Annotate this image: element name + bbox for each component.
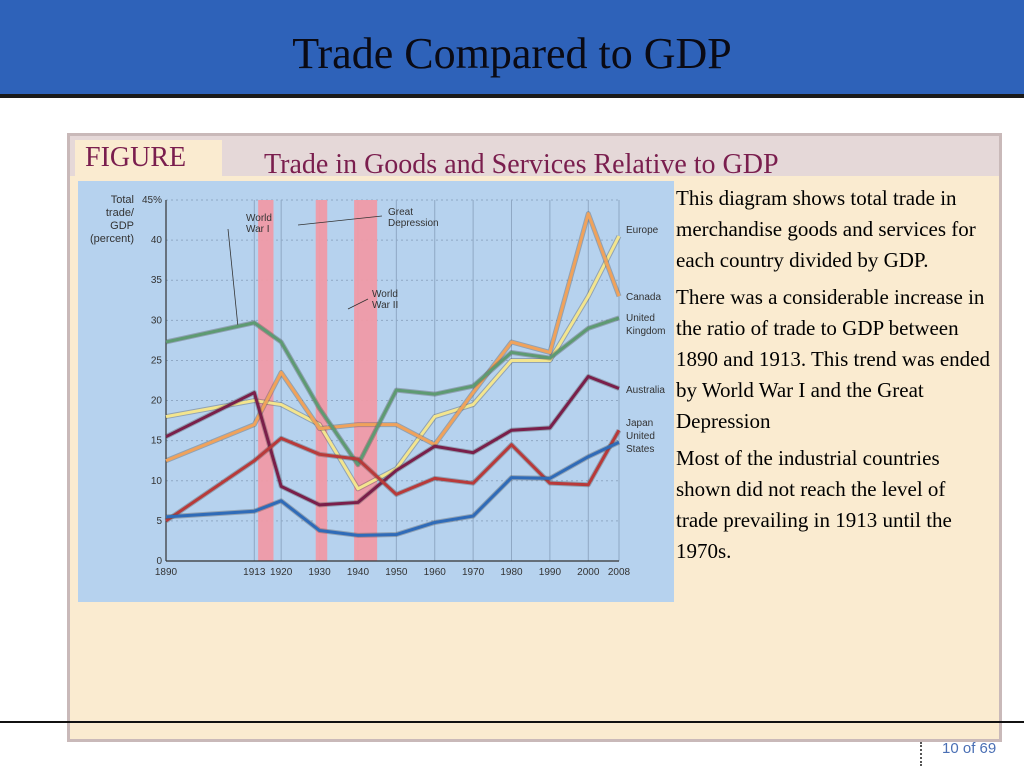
x-tick-label: 1990 [539, 567, 562, 578]
bottom-rule [0, 721, 1024, 723]
chart-area: 0 5 10 15 20 25 30 35 40 45% 1890 1913 1920 1930 1940 1… [78, 181, 674, 602]
series-line-australia [165, 374, 620, 507]
series-label-australia: Australia [626, 385, 665, 396]
y-tick-label: 15 [151, 436, 163, 447]
paragraph-1: This diagram shows total trade in mercha… [676, 186, 976, 272]
series-line-united-states [165, 440, 620, 537]
event-band-1 [258, 200, 274, 561]
event-band-3 [354, 200, 378, 561]
series-line-japan [165, 429, 621, 523]
x-tick-label: 2000 [577, 567, 600, 578]
y-tick-label: 5 [156, 516, 162, 527]
series-label-europe: Europe [626, 225, 659, 236]
series-line-united-kingdom [165, 316, 620, 467]
x-tick-label: 1950 [385, 567, 408, 578]
description-text: This diagram shows total trade in mercha… [676, 183, 992, 573]
pager-separator [920, 742, 922, 766]
series-line-europe [165, 235, 621, 491]
plot-area [166, 200, 619, 561]
series-label-canada: Canada [626, 292, 661, 303]
paragraph-2: There was a considerable increase in the… [676, 285, 990, 433]
y-tick-label: 30 [151, 315, 163, 326]
figure-header [70, 136, 999, 176]
series-label-united-states: United States [626, 431, 655, 455]
page-indicator: 10 of 69 [942, 740, 997, 757]
x-tick-label: 1920 [270, 567, 293, 578]
y-axis-label: Total trade/GDP (percent) [90, 194, 135, 245]
x-tick-label: 1940 [347, 567, 370, 578]
x-tick-label: 1890 [155, 567, 178, 578]
y-tick-label: 35 [151, 275, 163, 286]
annotation-leader-1 [227, 228, 239, 328]
annotation-leader-2 [297, 215, 383, 226]
y-tick-label: 45% [142, 195, 162, 206]
series-label-united-kingdom: United Kingdom [626, 313, 665, 337]
series-label-japan: Japan [626, 418, 653, 429]
y-tick-label: 20 [151, 396, 163, 407]
y-tick-label: 10 [151, 476, 163, 487]
y-tick-label: 0 [156, 556, 162, 567]
x-tick-label: 1970 [462, 567, 485, 578]
y-tick-label: 25 [151, 355, 163, 366]
series-line-canada [165, 212, 621, 463]
figure-label: FIGURE [75, 140, 222, 176]
event-band-2 [315, 200, 328, 561]
paragraph-3: Most of the industrial countries shown d… [676, 446, 952, 563]
annotation-label-1: World War I [246, 213, 272, 235]
x-tick-label: 1930 [308, 567, 331, 578]
x-tick-label: 2008 [608, 567, 631, 578]
x-tick-label: 1913 [243, 567, 266, 578]
title-bar: Trade Compared to GDP [0, 0, 1024, 98]
annotation-label-3: World War II [372, 289, 398, 311]
x-tick-label: 1960 [424, 567, 447, 578]
figure-title: Trade in Goods and Services Relative to … [264, 149, 779, 180]
annotation-leader-3 [347, 298, 369, 310]
trade-gdp-chart: 0 5 10 15 20 25 30 35 40 45% 1890 1913 1920 1930 1940 1… [90, 194, 666, 578]
annotation-label-2: Great Depression [388, 207, 439, 229]
x-tick-label: 1980 [500, 567, 523, 578]
slide-title: Trade Compared to GDP [292, 29, 732, 78]
y-tick-label: 40 [151, 235, 163, 246]
